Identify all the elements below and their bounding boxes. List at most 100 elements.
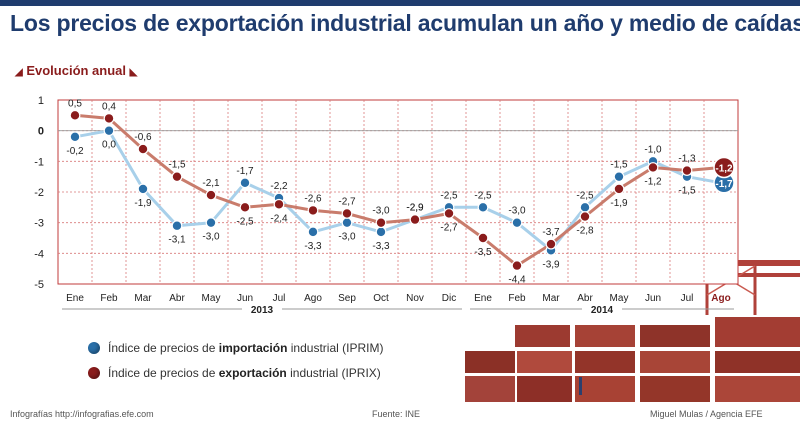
series-point-export bbox=[477, 232, 489, 244]
x-tick-label: Jul bbox=[273, 293, 286, 304]
series-point-import bbox=[511, 217, 523, 229]
legend-export-dot-icon bbox=[88, 367, 100, 379]
series-point-export bbox=[341, 208, 353, 219]
x-tick-label: Ene bbox=[474, 293, 492, 304]
data-label-export: -2,9 bbox=[406, 203, 424, 214]
series-lines bbox=[74, 113, 722, 268]
series-point-import bbox=[205, 217, 217, 229]
x-tick-label: Feb bbox=[508, 293, 526, 304]
series-point-export bbox=[409, 214, 421, 226]
series-point-export bbox=[511, 260, 523, 272]
y-tick-label: -2 bbox=[34, 187, 44, 199]
containers-photo-illustration bbox=[465, 260, 800, 402]
container-stacks bbox=[465, 317, 800, 402]
legend-import-bold: importación bbox=[218, 341, 288, 355]
chart-grid bbox=[57, 99, 739, 285]
series-point-export bbox=[613, 183, 625, 195]
x-tick-label: Feb bbox=[100, 293, 118, 304]
subtitle-right-triangle-icon: ◣ bbox=[129, 67, 138, 78]
series-point-import bbox=[137, 183, 149, 195]
x-tick-label: Jun bbox=[645, 293, 661, 304]
x-tick-label: May bbox=[610, 293, 629, 304]
year-label: 2014 bbox=[591, 305, 614, 316]
series-line-import bbox=[74, 129, 722, 252]
year-label: 2013 bbox=[251, 305, 274, 316]
series-line-export bbox=[74, 113, 722, 268]
legend-item-import: Índice de precios de importación industr… bbox=[88, 341, 383, 355]
data-label-export: -2,1 bbox=[202, 178, 220, 189]
series-point-export bbox=[579, 211, 591, 222]
legend-item-export: Índice de precios de exportación industr… bbox=[88, 366, 381, 380]
data-label-import: -3,0 bbox=[202, 232, 220, 243]
data-label-import: -2,5 bbox=[576, 190, 594, 201]
data-label-import: 0,0 bbox=[102, 140, 116, 151]
y-tick-label: 0 bbox=[38, 126, 44, 138]
data-label-import: -3,1 bbox=[168, 235, 186, 246]
data-label-import: -3,0 bbox=[508, 206, 526, 217]
data-label-export: -2,7 bbox=[440, 222, 458, 233]
data-label-export: -1,9 bbox=[610, 198, 628, 209]
data-label-import: -1,9 bbox=[134, 198, 152, 209]
chart-subtitle: ◢ Evolución anual ◣ bbox=[15, 63, 137, 78]
legend-export-suffix: industrial (IPRIX) bbox=[286, 366, 381, 380]
x-tick-label: Jun bbox=[237, 293, 253, 304]
series-point-export-final bbox=[713, 156, 735, 179]
x-tick-label: Dic bbox=[442, 293, 456, 304]
x-tick-label: Ago bbox=[711, 293, 730, 304]
data-label-import: -1,7 bbox=[236, 166, 254, 177]
series-point-import bbox=[613, 171, 625, 183]
y-tick-label: -3 bbox=[34, 218, 44, 230]
data-label-import: -1,0 bbox=[644, 144, 662, 155]
data-label-export: -3,7 bbox=[542, 227, 560, 238]
data-label-import: -3,9 bbox=[542, 259, 560, 270]
data-label-import: -3,3 bbox=[372, 241, 390, 252]
data-label-export: -0,6 bbox=[134, 132, 152, 143]
series-point-export bbox=[69, 109, 81, 121]
data-label-export: 0,4 bbox=[102, 101, 116, 112]
legend-import-dot-icon bbox=[88, 342, 100, 354]
data-label-export: -2,4 bbox=[270, 213, 288, 224]
series-point-export bbox=[545, 238, 557, 250]
x-tick-label: Ago bbox=[304, 293, 322, 304]
data-label-export: -3,5 bbox=[474, 247, 492, 258]
series-point-export bbox=[443, 208, 455, 219]
data-label-import-final: -1,7 bbox=[715, 179, 733, 190]
series-point-export bbox=[307, 204, 319, 216]
data-label-export: -2,8 bbox=[576, 226, 594, 237]
series-point-import bbox=[477, 201, 489, 213]
chart-title: Los precios de exportación industrial ac… bbox=[10, 10, 800, 36]
series-points bbox=[69, 109, 735, 272]
top-bar bbox=[0, 0, 800, 6]
x-tick-label: Abr bbox=[169, 293, 185, 304]
x-tick-label: Mar bbox=[134, 293, 152, 304]
data-label-import: -2,2 bbox=[270, 181, 288, 192]
data-labels: -0,2 0,0 -1,9 -3,1 -3,0 -1,7 -2,2 -3,3 -3,0 -3,3 -… bbox=[66, 98, 733, 285]
data-label-export-final: -1,2 bbox=[715, 163, 733, 174]
legend-export-bold: exportación bbox=[218, 366, 287, 380]
data-label-export: -1,2 bbox=[644, 176, 662, 187]
subtitle-left-triangle-icon: ◢ bbox=[15, 67, 23, 78]
data-label-import: -2,5 bbox=[474, 190, 492, 201]
data-label-import: -2,5 bbox=[440, 190, 458, 201]
data-label-export: 0,5 bbox=[68, 98, 82, 109]
series-point-import bbox=[307, 226, 319, 238]
x-tick-label: Sep bbox=[338, 293, 356, 304]
series-point-import bbox=[103, 125, 115, 137]
y-tick-label: -1 bbox=[34, 156, 44, 168]
x-tick-label: Nov bbox=[406, 293, 424, 304]
series-point-import bbox=[579, 201, 591, 213]
data-label-import: -2,9 bbox=[406, 203, 424, 214]
y-tick-label: -5 bbox=[34, 279, 44, 291]
data-label-export: -2,7 bbox=[338, 196, 356, 207]
series-point-export bbox=[137, 143, 149, 155]
x-tick-label: Mar bbox=[542, 293, 560, 304]
y-tick-label: -4 bbox=[34, 248, 44, 260]
data-label-export: -1,3 bbox=[678, 154, 696, 165]
series-point-export bbox=[171, 171, 183, 183]
x-axis: Ene Feb Mar Abr May Jun Jul Ago Sep Oct Nov Dic Ene F… bbox=[62, 293, 734, 316]
data-label-import: -1,5 bbox=[610, 160, 628, 171]
legend-import-prefix: Índice de precios de bbox=[108, 341, 219, 355]
series-point-import bbox=[171, 220, 183, 232]
series-point-export bbox=[375, 217, 387, 229]
footer-source: Fuente: INE bbox=[372, 409, 421, 419]
